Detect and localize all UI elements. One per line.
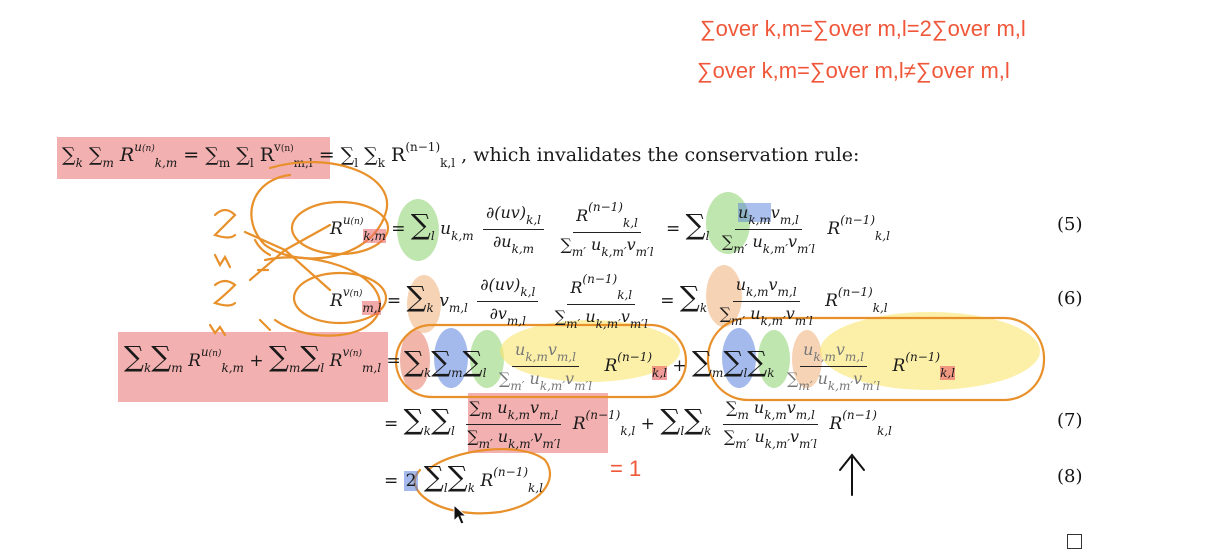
- eq6: Rv(n)m,l = ∑k vm,l ∂(uv)k,l ∂vm,l R(n−1)k…: [330, 272, 888, 331]
- oval-eq6-lhs: [292, 271, 388, 325]
- swirl-upper: [250, 160, 389, 260]
- green-blob-5a: [397, 199, 439, 261]
- green-blob-l: [470, 330, 504, 388]
- ink-sigma-1: [212, 208, 237, 239]
- ink-l: [258, 318, 272, 332]
- eq7-frac-highlight: [468, 393, 608, 453]
- blue-blob-m2: [722, 328, 756, 388]
- oval-eq8: [413, 448, 552, 515]
- intro-sentence: ∑k ∑m Ru(n)k,m = ∑m ∑l Rv(n)m,l = ∑l ∑k …: [62, 140, 859, 170]
- orange-blob-k2: [792, 330, 822, 388]
- combined-rhs: ∑k∑m∑l uk,mvm,l ∑m′ uk,m′vm′l R(n−1)k,l +…: [404, 340, 956, 393]
- eq-number-6: (6): [1057, 288, 1083, 309]
- mouse-cursor-icon: [453, 504, 468, 525]
- eq7: = ∑k∑l ∑m uk,mvm,l ∑m′ uk,m′vm′l R(n−1)k,…: [384, 398, 892, 451]
- arrow-up: [839, 453, 865, 496]
- intro-lhs: ∑k ∑m Ru(n)k,m: [62, 140, 178, 170]
- qed-box: [1067, 534, 1082, 549]
- combined-lhs: ∑k∑m Ru(n)k,m + ∑m∑l Rv(n)m,l =: [124, 340, 401, 375]
- eq5: Ru(n)k,m = ∑l uk,m ∂(uv)k,l ∂uk,m R(n−1)k…: [330, 200, 890, 259]
- intro-highlight: [57, 137, 330, 179]
- oval-row-a: [394, 323, 688, 399]
- eq5-lhs: Ru(n)k,m: [330, 213, 386, 243]
- ink-rays: [243, 223, 332, 292]
- intro-eq-mid: = ∑m ∑l Rv(n)m,l: [183, 140, 313, 170]
- annotation-eq-one: = 1: [610, 456, 642, 481]
- blue-blob-m: [434, 328, 468, 388]
- orange-blob-6a: [407, 275, 441, 333]
- red-blob-k: [400, 330, 430, 390]
- annotation-line-1: ∑over k,m=∑over m,l=2∑over m,l: [700, 16, 1026, 41]
- eq-number-8: (8): [1057, 466, 1083, 487]
- eq8: = 2 ∑l∑k R(n−1)k,l: [384, 460, 543, 495]
- ink-m-1: [213, 253, 232, 269]
- intro-eq-rhs: = ∑l ∑k R(n−1)k,l: [318, 140, 456, 170]
- annotation-line-2: ∑over k,m=∑over m,l≠∑over m,l: [697, 58, 1010, 83]
- factor-two: 2: [403, 471, 419, 491]
- orange-blob-6b: [706, 265, 742, 327]
- eq-number-5: (5): [1057, 214, 1083, 235]
- intro-tail: , which invalidates the conservation rul…: [461, 144, 860, 166]
- eq-number-7: (7): [1057, 410, 1083, 431]
- green-blob-l2: [758, 330, 790, 388]
- ink-m-2: [208, 323, 227, 337]
- lhs-sum-highlight: [118, 332, 388, 402]
- yellow-blob-a: [500, 320, 680, 382]
- green-blob-5b: [706, 192, 750, 254]
- oval-row-b: [706, 316, 1046, 402]
- ink-sigma-2: [212, 279, 237, 307]
- yellow-blob-b: [820, 312, 1040, 390]
